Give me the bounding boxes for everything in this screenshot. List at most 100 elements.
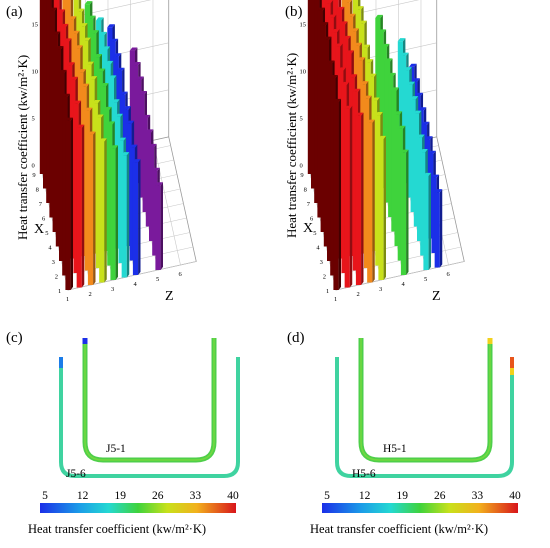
bar-b-x1-z4 [400,149,409,275]
z-tick-label-a: 2 [89,291,92,298]
panel-label-c: (c) [6,330,23,346]
colorbar-ticks-d: 5 12 19 26 33 40 [324,490,521,502]
z-tick-label-a: 1 [66,296,69,303]
axes-back-wall-a [168,0,170,137]
colorbar-tick-label-d: 12 [359,490,371,502]
panel-label-a: (a) [6,4,23,20]
inner-tube-c [82,338,217,463]
panel-label-d: (d) [287,330,305,346]
colorbar-tick-label-d: 40 [509,490,521,502]
colorbar-tick-label-d: 19 [396,490,408,502]
inner-tube-label-d: H5-1 [383,443,407,455]
z-tick-label-a: 3 [111,286,114,293]
colorbar-c [40,503,236,513]
bar-b-x1-z2.5 [367,119,375,283]
colorbar-title-c: Heat transfer coefficient (kw/m²·K) [28,522,206,536]
bar-b-x1-z2 [355,112,364,286]
colorbar-tick-label-d: 33 [472,490,484,502]
x-tick-label-b: 2 [323,274,326,281]
x-tick-label-b: 5 [313,230,316,237]
x-tick-label-b: 7 [307,201,311,208]
colorbar-tick-label-c: 40 [227,490,239,502]
colorbar-tick-label-c: 5 [42,490,48,502]
bar-b-x1-z5 [423,172,431,270]
y-tick-label-a: 10 [31,68,38,75]
ticks-a: 0510152025123456789123456 [31,21,183,303]
y-tick-label-b: 0 [299,162,302,169]
x-tick-label-a: 8 [36,187,39,194]
x-tick-label-b: 1 [326,288,329,295]
z-tick-label-b: 4 [402,281,406,288]
panel-b: (b) 0510152025123456789123456 Heat trans… [284,0,465,304]
z-axis-label-a: Z [165,289,174,304]
colorbar-tick-label-c: 19 [114,490,126,502]
colorbar-tick-label-c: 12 [77,490,89,502]
inner-tube-label-c: J5-1 [106,443,126,455]
z-tick-label-b: 6 [447,271,451,278]
z-tick-label-b: 3 [379,286,382,293]
bar-b-x1-z5.5 [434,189,443,268]
z-tick-label-b: 1 [334,296,337,303]
y-tick-label-a: 5 [31,115,34,122]
grid-line-a [67,261,197,291]
bar-a-x1-z1.5 [76,124,85,288]
panel-a: (a) 0510152025123456789123456 Heat trans… [6,0,197,304]
bar-b-x1-z3 [378,135,386,280]
x-tick-label-a: 6 [42,216,46,223]
outer-tube-c [59,357,240,478]
x-tick-label-b: 6 [310,216,314,223]
z-tick-label-b: 5 [424,276,427,283]
x-axis-label-b: X [303,221,313,236]
z-axis-label-b: Z [432,289,441,304]
bar-a-x1-z4 [132,159,141,275]
colorbar-tick-label-c: 33 [190,490,202,502]
x-tick-label-a: 3 [52,259,55,266]
inner-tube-d-highlight [360,338,491,461]
y-tick-label-b: 5 [299,115,302,122]
z-tick-label-a: 5 [156,276,159,283]
z-tick-label-a: 4 [134,281,138,288]
ticks-b: 0510152025123456789123456 [299,21,451,303]
bar-b-x1-z1 [333,98,341,290]
y-tick-label-a: 0 [31,162,34,169]
x-tick-label-a: 7 [39,201,43,208]
x-tick-label-b: 8 [304,187,307,194]
z-tick-label-b: 2 [357,291,360,298]
z-tick-label-a: 6 [179,271,183,278]
x-tick-label-b: 9 [300,172,303,179]
bars-b [307,0,443,290]
outer-tube-d [335,357,514,478]
bar-a-x1-z2.5 [99,138,107,283]
bar-a-x1-z1 [65,117,73,291]
x-axis-label-a: X [34,222,44,237]
bar-a-x1-z5 [155,182,163,270]
grid-line-a [152,140,181,266]
y-axis-label-a: Heat transfer coefficient (kw/m²·K) [15,55,30,240]
y-tick-label-a: 15 [31,21,38,28]
colorbar-title-d: Heat transfer coefficient (kw/m²·K) [310,522,488,536]
colorbar-d [322,503,518,513]
panel-c: (c) J5-1 J5-6 5 12 19 26 33 40 Heat transfer … [6,330,240,536]
colorbar-tick-label-d: 5 [324,490,330,502]
x-tick-label-a: 4 [48,245,52,252]
x-tick-label-a: 9 [32,172,35,179]
y-axis-label-b: Heat transfer coefficient (kw/m²·K) [284,53,299,238]
x-tick-label-a: 1 [58,288,61,295]
panel-d: (d) H5-1 H5-6 5 12 19 26 33 40 Heat transfer … [287,330,521,536]
grid-line-b [335,261,465,291]
y-tick-label-b: 10 [299,68,306,75]
colorbar-tick-label-d: 26 [434,490,446,502]
x-tick-label-a: 5 [45,230,48,237]
colorbar-tick-label-c: 26 [152,490,164,502]
inner-tube-d [358,338,493,463]
axes-back-wall-b [436,0,438,137]
colorbar-ticks-c: 5 12 19 26 33 40 [42,490,239,502]
y-tick-label-b: 15 [299,21,306,28]
panel-label-b: (b) [285,4,303,20]
x-tick-label-a: 2 [55,274,58,281]
bars-a [39,0,163,291]
inner-tube-c-highlight [84,338,215,461]
bar-a-x1-z3.5 [121,152,130,278]
bar-a-x1-z2 [87,131,96,285]
